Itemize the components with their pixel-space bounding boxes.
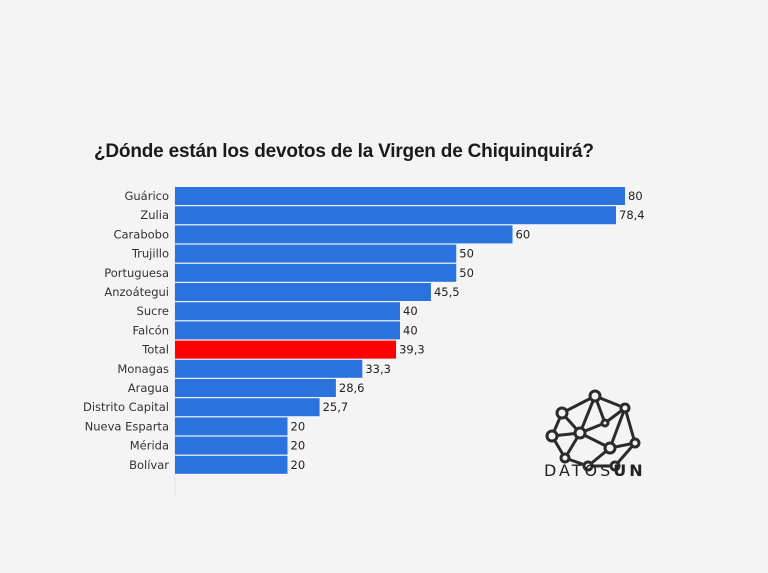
- logo-text-bold: UN: [613, 461, 646, 480]
- category-label: Trujillo: [131, 247, 169, 261]
- data-label: 33,3: [365, 362, 391, 376]
- category-label: Sucre: [137, 304, 169, 318]
- bar-guárico: [175, 187, 625, 205]
- data-label: 25,7: [323, 400, 349, 414]
- data-label: 28,6: [339, 381, 365, 395]
- data-label: 20: [291, 419, 306, 433]
- category-label: Aragua: [128, 381, 169, 395]
- bar-aragua: [175, 379, 336, 397]
- chart-title: ¿Dónde están los devotos de la Virgen de…: [94, 141, 594, 162]
- data-label: 60: [516, 227, 531, 241]
- bar-carabobo: [175, 225, 513, 244]
- datosun-logo-icon: [545, 389, 641, 472]
- data-label: 39,3: [399, 343, 425, 357]
- bar-bolívar: [175, 455, 288, 474]
- bar-mérida: [175, 436, 288, 455]
- category-label: Bolívar: [129, 458, 169, 472]
- bar-monagas: [175, 359, 363, 378]
- category-label: Carabobo: [113, 227, 169, 241]
- bar-distrito-capital: [175, 398, 320, 417]
- data-label: 20: [291, 439, 306, 453]
- data-label: 50: [459, 266, 474, 280]
- bar-anzoátegui: [175, 283, 431, 301]
- bar-portuguesa: [175, 263, 457, 282]
- bar-zulia: [175, 206, 616, 225]
- data-label: 78,4: [619, 208, 645, 222]
- data-label: 40: [403, 304, 418, 318]
- category-label: Anzoátegui: [104, 285, 169, 299]
- category-label: Guárico: [124, 189, 169, 203]
- category-label: Portuguesa: [104, 266, 169, 280]
- data-label: 50: [459, 247, 474, 261]
- logo-text: DATOSUN: [544, 461, 646, 480]
- category-label: Monagas: [117, 362, 169, 376]
- bar-trujillo: [175, 244, 457, 263]
- data-label: 45,5: [434, 285, 460, 299]
- bar-sucre: [175, 302, 400, 321]
- category-label: Total: [141, 343, 169, 357]
- category-label: Distrito Capital: [83, 400, 169, 414]
- category-label: Nueva Esparta: [85, 419, 169, 433]
- category-label: Zulia: [140, 208, 169, 222]
- category-label: Mérida: [130, 439, 169, 453]
- data-label: 40: [403, 323, 418, 337]
- bar-falcón: [175, 321, 400, 340]
- bar-nueva-esparta: [175, 417, 288, 436]
- logo-text-light: DATOS: [544, 461, 614, 480]
- bar-total: [175, 340, 397, 359]
- data-label: 20: [291, 458, 306, 472]
- data-label: 80: [628, 189, 643, 203]
- category-label: Falcón: [133, 323, 169, 337]
